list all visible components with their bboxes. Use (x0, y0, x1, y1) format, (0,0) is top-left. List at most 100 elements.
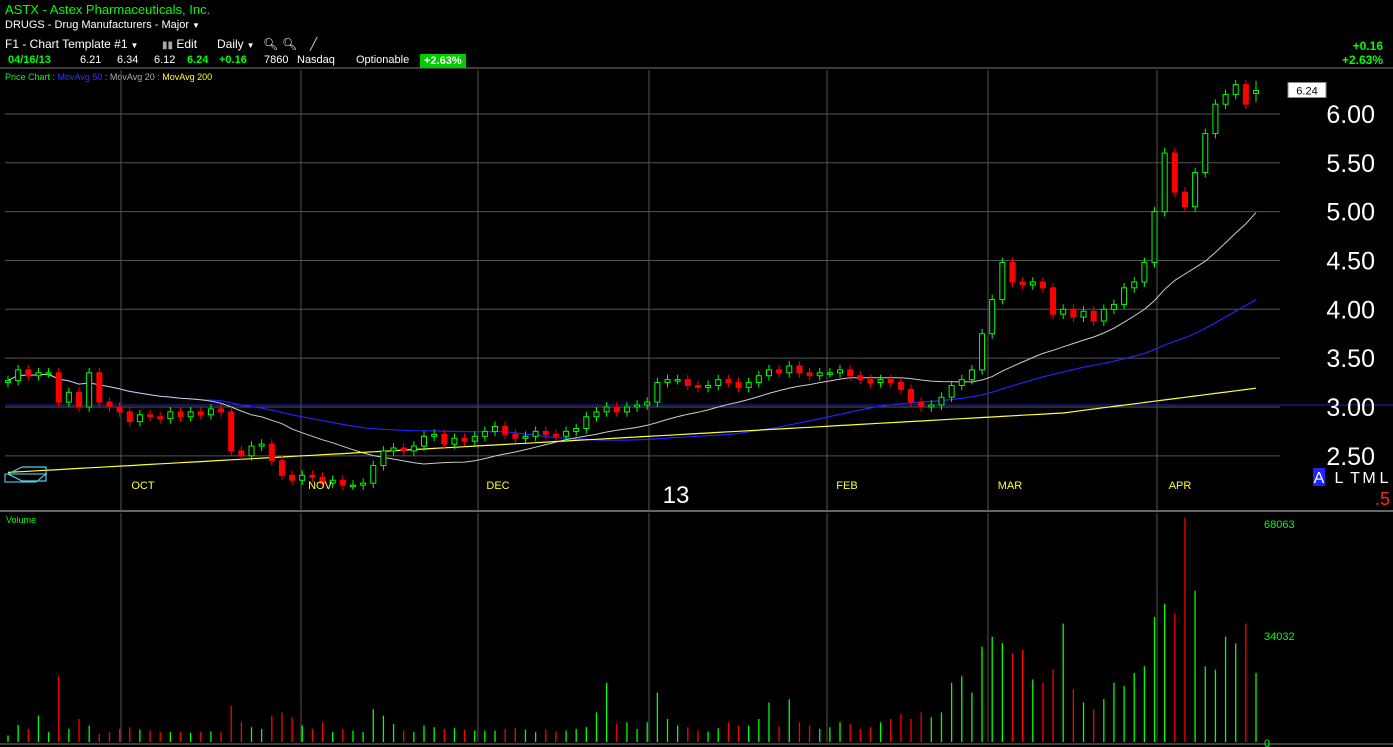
candle-body-down (106, 401, 113, 408)
candle-body-up (968, 369, 975, 381)
candle-body-down (847, 369, 854, 377)
candle-body-down (1181, 191, 1188, 208)
month-label: OCT (131, 480, 155, 492)
candle-body-down (897, 382, 904, 390)
candle-body-up (167, 411, 174, 420)
candle-body-down (1070, 308, 1077, 318)
candle-body-down (613, 406, 620, 413)
candle-body-down (542, 430, 549, 435)
candle-body-down (177, 411, 184, 418)
legend-sep: : (154, 72, 163, 82)
candle-body-up (207, 408, 214, 416)
candle-body-up (989, 299, 996, 335)
price-tick-label: 4.00 (1326, 296, 1375, 324)
zoom-out-button[interactable]: 🔍︎ (282, 37, 297, 51)
legend-price[interactable]: Price Chart (5, 72, 51, 82)
draw-tool-button[interactable]: ╱ (310, 37, 317, 51)
candle-body-up (380, 450, 387, 467)
edit-button[interactable]: ▮▮ Edit (162, 37, 197, 51)
candle-body-up (370, 465, 377, 484)
candle-body-up (35, 372, 42, 377)
legend-sep: : (50, 72, 58, 82)
scroll-marker (4, 473, 48, 483)
candle-body-up (1060, 308, 1067, 315)
candle-body-down (126, 411, 133, 423)
candle-body-up (1161, 152, 1168, 213)
volume-panel-label: Volume (6, 515, 37, 525)
candle-body-down (268, 443, 275, 462)
candle-body-down (96, 372, 103, 403)
candle-body-up (45, 372, 52, 375)
scale-button-active-bg (1313, 468, 1325, 486)
candle-body-down (147, 414, 154, 418)
candle-body-up (623, 406, 630, 413)
percent-change-badge: +2.63% (420, 54, 466, 68)
candle-body-down (228, 411, 235, 452)
pen-icon: ╱ (310, 37, 318, 51)
candle-body-up (664, 379, 671, 384)
candle-body-down (684, 379, 691, 386)
legend-sep: : (102, 72, 110, 82)
zoom-in-button[interactable]: 🔍︎ (263, 37, 278, 51)
candle-body-up (492, 426, 499, 432)
dropdown-arrow-icon: ▼ (192, 21, 200, 30)
candle-body-up (634, 404, 641, 408)
candle-body-down (461, 437, 468, 442)
quote-close: 6.24 (187, 54, 209, 66)
symbol-title: ASTX - Astex Pharmaceuticals, Inc. (5, 2, 211, 17)
candle-body-down (157, 416, 164, 420)
candle-body-up (715, 379, 722, 386)
ma20-line (7, 212, 1257, 465)
candle-body-down (76, 391, 83, 408)
candle-body-up (1253, 90, 1259, 94)
scale-button[interactable]: A (1314, 470, 1325, 487)
month-label: MAR (998, 480, 1023, 492)
period-selector[interactable]: Daily ▼ (217, 37, 255, 51)
candle-body-up (654, 382, 661, 403)
candle-body-up (136, 414, 143, 423)
candle-body-down (867, 379, 874, 384)
candle-body-up (755, 375, 762, 384)
candle-body-up (481, 430, 488, 437)
quote-date: 04/16/13 (8, 54, 51, 66)
price-tick-label: 5.00 (1326, 199, 1375, 227)
right-change-percent: +2.63% (1341, 53, 1383, 67)
quote-open: 6.21 (80, 54, 102, 66)
candle-body-down (776, 369, 783, 374)
candle-body-up (958, 379, 965, 386)
industry-label: DRUGS - Drug Manufacturers - Major (5, 19, 189, 31)
candle-body-down (197, 411, 204, 416)
candle-body-up (471, 435, 478, 442)
scroll-left-icon (6, 466, 47, 482)
candle-body-up (928, 404, 935, 408)
quote-exchange: Nasdaq (297, 54, 335, 66)
quote-volume: 7860 (264, 54, 289, 66)
legend-ma20[interactable]: MovAvg 20 (109, 72, 155, 82)
chart-legend: Price Chart : MovAvg 50 : MovAvg 20 : Mo… (5, 72, 212, 82)
candle-body-up (5, 380, 11, 384)
volume-tick-label: 34032 (1264, 631, 1295, 643)
candle-body-up (705, 384, 712, 388)
candle-body-up (86, 372, 93, 408)
template-selector[interactable]: F1 - Chart Template #1 ▼ (5, 37, 138, 51)
candle-body-up (1100, 308, 1107, 322)
scale-button[interactable]: L (1335, 470, 1344, 487)
scale-button[interactable]: T (1350, 470, 1360, 487)
candle-body-up (421, 435, 427, 447)
scale-button[interactable]: M (1362, 470, 1375, 487)
legend-ma50[interactable]: MovAvg 50 (57, 72, 103, 82)
candle-body-up (877, 379, 884, 384)
candle-body-up (948, 384, 955, 398)
candle-body-down (339, 479, 346, 486)
industry-selector[interactable]: DRUGS - Drug Manufacturers - Major ▼ (5, 19, 200, 31)
candle-body-up (563, 430, 570, 437)
candle-body-up (1192, 172, 1199, 208)
scale-button[interactable]: L (1380, 470, 1389, 487)
candle-body-down (319, 476, 326, 484)
candle-body-up (1110, 303, 1117, 310)
legend-ma200[interactable]: MovAvg 200 (162, 72, 213, 82)
candle-body-up (522, 435, 529, 439)
candle-body-down (694, 384, 701, 388)
candle-body-down (1050, 287, 1057, 315)
